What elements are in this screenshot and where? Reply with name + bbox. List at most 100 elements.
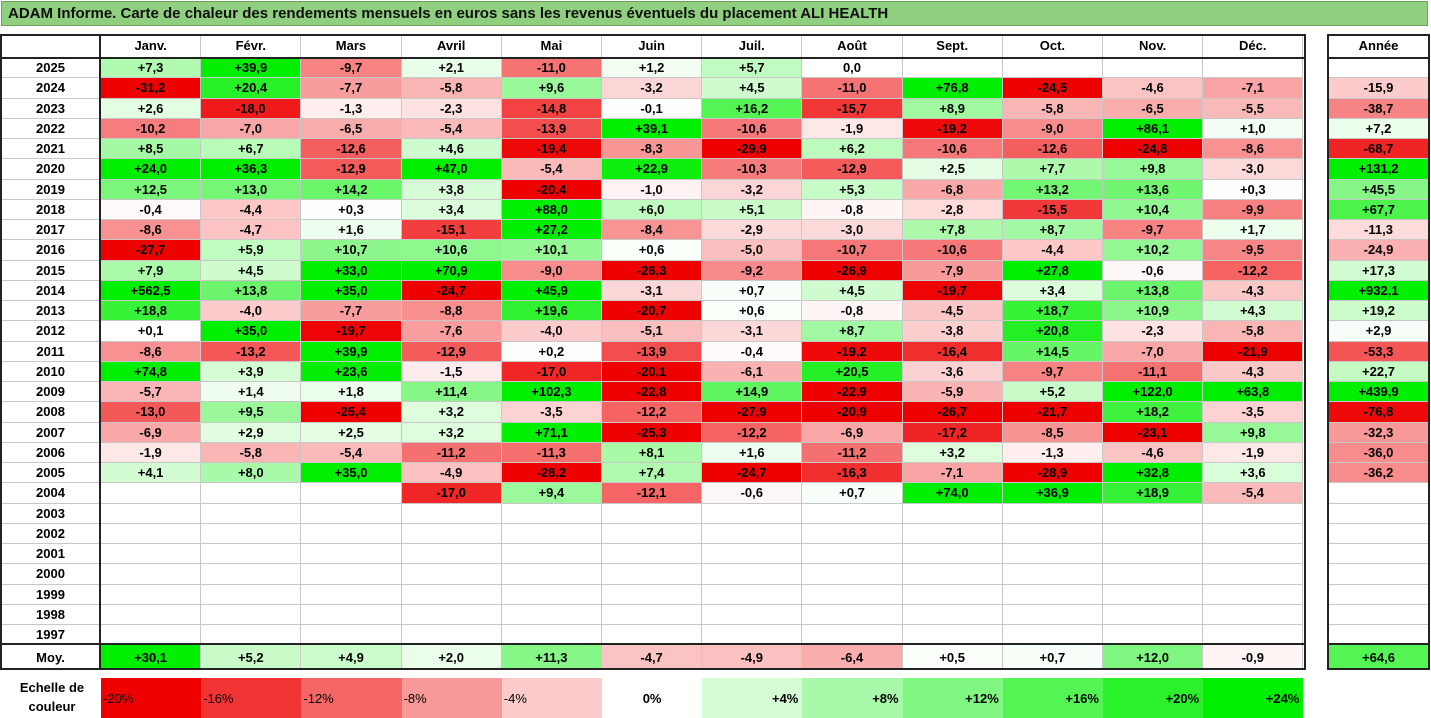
heatmap-cell: -24,7 [401,280,502,301]
heatmap-cell: -3,8 [902,321,1003,342]
legend-swatch: +24% [1203,678,1304,718]
heatmap-cell [1103,604,1204,625]
average-cell: -6,4 [802,645,903,670]
heatmap-cell: -20,1 [602,361,703,382]
year-column-separator [99,34,101,670]
heatmap-cell: +35,0 [201,321,302,342]
heatmap-cell: 0,0 [802,58,903,79]
heatmap-cell: +74,0 [902,483,1003,504]
heatmap-cell [1203,584,1304,605]
heatmap-cell [1002,564,1103,585]
heatmap-cell: -12,9 [301,159,402,180]
month-header: Juin [602,34,703,58]
heatmap-cell: +36,9 [1002,483,1103,504]
heatmap-cell: -4,6 [1103,442,1204,463]
annual-cell: -68,7 [1328,139,1429,160]
heatmap-cell: +6,2 [802,139,903,160]
legend-swatch: +4% [702,678,803,718]
heatmap-cell: -19,4 [501,139,602,160]
heatmap-cell: -0,1 [602,98,703,119]
heatmap-cell: +1,8 [301,382,402,403]
heatmap-cell: -13,9 [501,118,602,139]
heatmap-cell: -17,0 [401,483,502,504]
heatmap-cell [1203,503,1304,524]
heatmap-cell: -6,5 [301,118,402,139]
annual-cell: +67,7 [1328,199,1429,220]
heatmap-cell: +74,8 [101,361,202,382]
heatmap-cell: -25,4 [301,402,402,423]
heatmap-cell [101,483,202,504]
year-label: 2020 [0,159,101,180]
year-label: 2005 [0,463,101,484]
heatmap-cell: +8,5 [101,139,202,160]
heatmap-cell: -7,9 [902,260,1003,281]
year-label: 1999 [0,584,101,605]
heatmap-cell: -21,9 [1203,341,1304,362]
heatmap-cell [902,564,1003,585]
heatmap-cell: -19,7 [902,280,1003,301]
year-label: 2018 [0,199,101,220]
heatmap-cell: -4,7 [201,220,302,241]
heatmap-cell: -6,9 [101,422,202,443]
heatmap-cell: -8,6 [1203,139,1304,160]
heatmap-cell [1103,544,1204,565]
heatmap-cell: -12,1 [602,483,703,504]
heatmap-cell [201,503,302,524]
heatmap-cell: +9,4 [501,483,602,504]
heatmap-cell: -5,9 [902,382,1003,403]
annual-cell [1328,604,1429,625]
year-label: 2016 [0,240,101,261]
heatmap-cell: -19,7 [301,321,402,342]
heatmap-cell: -7,6 [401,321,502,342]
heatmap-cell [1002,523,1103,544]
heatmap-cell: +3,2 [401,422,502,443]
month-header: Mars [301,34,402,58]
heatmap-cell: -17,2 [902,422,1003,443]
heatmap-cell: -3,0 [1203,159,1304,180]
heatmap-cell: -27,9 [702,402,803,423]
year-label: 2010 [0,361,101,382]
heatmap-cell: +8,7 [802,321,903,342]
heatmap-cell [101,564,202,585]
heatmap-cell [702,523,803,544]
heatmap-cell [602,523,703,544]
heatmap-cell: +8,9 [902,98,1003,119]
heatmap-cell [101,584,202,605]
year-label: 2002 [0,523,101,544]
heatmap-cell: +3,2 [401,402,502,423]
heatmap-cell: -22,8 [602,382,703,403]
heatmap-cell: -9,7 [1103,220,1204,241]
heatmap-cell: -2,8 [902,199,1003,220]
heatmap-cell [902,584,1003,605]
legend-swatch: +12% [902,678,1003,718]
heatmap-cell: +4,5 [201,260,302,281]
heatmap-cell: -20,4 [501,179,602,200]
heatmap-cell: -4,6 [1103,78,1204,99]
heatmap-cell: -5,4 [1203,483,1304,504]
heatmap-cell: +3,8 [401,179,502,200]
heatmap-cell: -3,5 [1203,402,1304,423]
heatmap-cell [101,523,202,544]
heatmap-cell: -26,3 [602,260,703,281]
heatmap-cell: -12,2 [602,402,703,423]
heatmap-cell: -12,6 [1002,139,1103,160]
average-cell: +12,0 [1103,645,1204,670]
heatmap-cell [201,584,302,605]
legend-swatch: -20% [101,678,202,718]
annual-cell: -38,7 [1328,98,1429,119]
heatmap-cell: +8,1 [602,442,703,463]
heatmap-cell: +3,6 [1203,463,1304,484]
average-cell: +4,9 [301,645,402,670]
heatmap-cell: +1,2 [602,58,703,79]
heatmap-cell: -1,0 [602,179,703,200]
heatmap-cell [1103,58,1204,79]
heatmap-cell [301,523,402,544]
average-cell: +5,2 [201,645,302,670]
heatmap-cell: +8,0 [201,463,302,484]
heatmap-cell: +0,6 [702,301,803,322]
heatmap-cell: +32,8 [1103,463,1204,484]
heatmap-cell: -7,0 [201,118,302,139]
heatmap-cell: +76,8 [902,78,1003,99]
heatmap-cell: -8,6 [101,220,202,241]
year-label: 2004 [0,483,101,504]
